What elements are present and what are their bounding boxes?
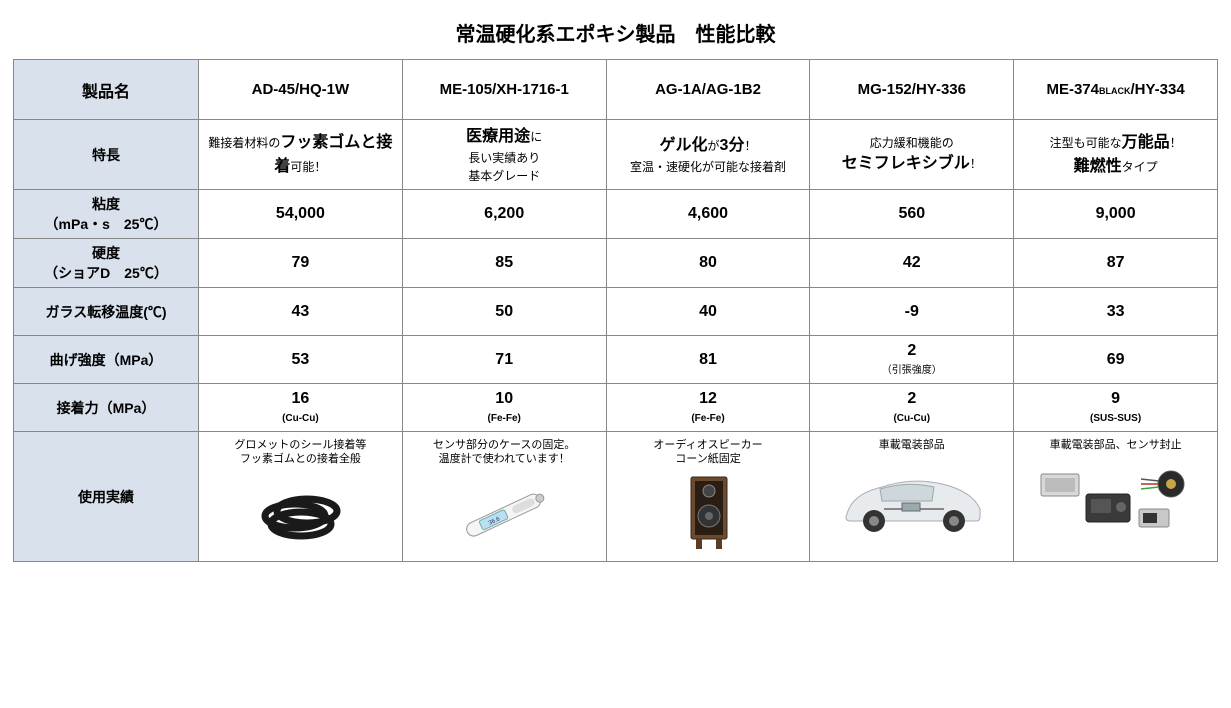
usage-icon-4 — [1020, 456, 1211, 541]
feature-1: 医療用途に長い実績あり基本グレード — [402, 120, 606, 190]
hardness-2: 80 — [606, 239, 810, 288]
hardness-1: 85 — [402, 239, 606, 288]
feature-0: 難接着材料のフッ素ゴムと接着可能！ — [199, 120, 403, 190]
label-viscosity: 粘度（mPa・s 25℃） — [14, 190, 199, 239]
feature-4: 注型も可能な万能品！難燃性タイプ — [1014, 120, 1218, 190]
hardness-3: 42 — [810, 239, 1014, 288]
product-4-name: ME-374BLACK/HY-334 — [1014, 60, 1218, 120]
usage-icon-3 — [816, 456, 1007, 541]
comparison-table: 製品名 AD-45/HQ-1W ME-105/XH-1716-1 AG-1A/A… — [13, 59, 1218, 562]
row-flexural: 曲げ強度（MPa） 53 71 81 2（引張強度） 69 — [14, 336, 1218, 384]
adhesion-2: 12(Fe-Fe) — [606, 384, 810, 432]
viscosity-4: 9,000 — [1014, 190, 1218, 239]
tg-1: 50 — [402, 288, 606, 336]
flexural-1: 71 — [402, 336, 606, 384]
page-title: 常温硬化系エポキシ製品 性能比較 — [10, 18, 1221, 47]
product-3-name: MG-152/HY-336 — [810, 60, 1014, 120]
row-adhesion: 接着力（MPa） 16(Cu-Cu) 10(Fe-Fe) 12(Fe-Fe) 2… — [14, 384, 1218, 432]
usage-3: 車載電装部品 — [810, 432, 1014, 562]
label-adhesion: 接着力（MPa） — [14, 384, 199, 432]
product-0-name: AD-45/HQ-1W — [199, 60, 403, 120]
tg-3: -9 — [810, 288, 1014, 336]
viscosity-0: 54,000 — [199, 190, 403, 239]
label-usage: 使用実績 — [14, 432, 199, 562]
usage-2: オーディオスピーカーコーン紙固定 — [606, 432, 810, 562]
usage-text-0: グロメットのシール接着等フッ素ゴムとの接着全般 — [205, 438, 396, 467]
usage-1: センサ部分のケースの固定。温度計で使われています！ 36.6 — [402, 432, 606, 562]
hardness-0: 79 — [199, 239, 403, 288]
adhesion-1: 10(Fe-Fe) — [402, 384, 606, 432]
viscosity-2: 4,600 — [606, 190, 810, 239]
tg-4: 33 — [1014, 288, 1218, 336]
usage-icon-1: 36.6 — [409, 471, 600, 556]
flexural-2: 81 — [606, 336, 810, 384]
hardness-4: 87 — [1014, 239, 1218, 288]
usage-text-1: センサ部分のケースの固定。温度計で使われています！ — [409, 438, 600, 467]
usage-text-4: 車載電装部品、センサ封止 — [1020, 438, 1211, 452]
product-2-name: AG-1A/AG-1B2 — [606, 60, 810, 120]
usage-text-2: オーディオスピーカーコーン紙固定 — [613, 438, 804, 467]
adhesion-3: 2(Cu-Cu) — [810, 384, 1014, 432]
row-feature: 特長 難接着材料のフッ素ゴムと接着可能！ 医療用途に長い実績あり基本グレード ゲ… — [14, 120, 1218, 190]
header-row: 製品名 AD-45/HQ-1W ME-105/XH-1716-1 AG-1A/A… — [14, 60, 1218, 120]
tg-2: 40 — [606, 288, 810, 336]
feature-2: ゲル化が3分！室温・速硬化が可能な接着剤 — [606, 120, 810, 190]
usage-text-3: 車載電装部品 — [816, 438, 1007, 452]
adhesion-4: 9(SUS-SUS) — [1014, 384, 1218, 432]
label-hardness: 硬度（ショアD 25℃） — [14, 239, 199, 288]
row-usage: 使用実績 グロメットのシール接着等フッ素ゴムとの接着全般 センサ部分のケースの固… — [14, 432, 1218, 562]
col-product-name: 製品名 — [14, 60, 199, 120]
adhesion-0: 16(Cu-Cu) — [199, 384, 403, 432]
row-tg: ガラス転移温度(℃) 43 50 40 -9 33 — [14, 288, 1218, 336]
feature-3: 応力緩和機能のセミフレキシブル！ — [810, 120, 1014, 190]
usage-icon-0 — [205, 471, 396, 556]
usage-4: 車載電装部品、センサ封止 — [1014, 432, 1218, 562]
flexural-4: 69 — [1014, 336, 1218, 384]
tg-0: 43 — [199, 288, 403, 336]
label-feature: 特長 — [14, 120, 199, 190]
label-flexural: 曲げ強度（MPa） — [14, 336, 199, 384]
product-1-name: ME-105/XH-1716-1 — [402, 60, 606, 120]
flexural-0: 53 — [199, 336, 403, 384]
viscosity-3: 560 — [810, 190, 1014, 239]
row-viscosity: 粘度（mPa・s 25℃） 54,000 6,200 4,600 560 9,0… — [14, 190, 1218, 239]
flexural-3: 2（引張強度） — [810, 336, 1014, 384]
label-tg: ガラス転移温度(℃) — [14, 288, 199, 336]
row-hardness: 硬度（ショアD 25℃） 79 85 80 42 87 — [14, 239, 1218, 288]
viscosity-1: 6,200 — [402, 190, 606, 239]
usage-icon-2 — [613, 471, 804, 556]
usage-0: グロメットのシール接着等フッ素ゴムとの接着全般 — [199, 432, 403, 562]
